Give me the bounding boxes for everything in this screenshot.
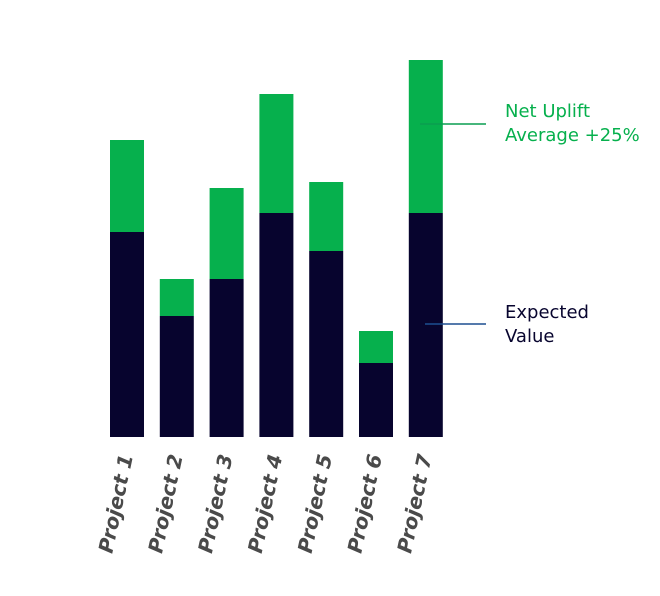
bar-project-4-expected-value bbox=[259, 213, 294, 437]
bar-group bbox=[110, 60, 443, 437]
tick-label-project-7: Project 7 bbox=[392, 452, 436, 555]
legend-net-uplift-line-1: Net Uplift bbox=[505, 101, 590, 122]
bar-project-2-net-uplift bbox=[159, 279, 194, 316]
bar-project-4-net-uplift bbox=[259, 94, 294, 213]
tick-label-project-1: Project 1 bbox=[94, 452, 138, 555]
x-axis-tick-labels: Project 1 Project 2 Project 3 Project 4 Proj… bbox=[94, 452, 437, 555]
bar-project-7-net-uplift bbox=[408, 60, 443, 213]
legend-expected-value-line-1: Expected bbox=[505, 302, 589, 323]
bar-project-2-expected-value bbox=[159, 316, 194, 437]
bar-project-7-expected-value bbox=[408, 213, 443, 437]
tick-label-project-3: Project 3 bbox=[193, 452, 237, 555]
bar-project-5-expected-value bbox=[309, 251, 344, 437]
tick-label-project-6: Project 6 bbox=[343, 452, 387, 555]
bar-project-3-net-uplift bbox=[209, 188, 244, 279]
legend: Net Uplift Average +25% Expected Value bbox=[420, 101, 640, 347]
bar-project-5-net-uplift bbox=[309, 182, 344, 251]
tick-label-project-2: Project 2 bbox=[143, 452, 187, 555]
bar-project-6-net-uplift bbox=[359, 331, 393, 363]
bar-project-6-expected-value bbox=[359, 363, 393, 437]
legend-expected-value-line-2: Value bbox=[505, 326, 554, 347]
legend-expected-value: Expected Value bbox=[505, 302, 595, 347]
legend-net-uplift-line-2: Average +25% bbox=[505, 125, 640, 146]
bar-project-1-net-uplift bbox=[110, 140, 144, 232]
legend-net-uplift: Net Uplift Average +25% bbox=[505, 101, 640, 146]
bar-project-3-expected-value bbox=[209, 279, 244, 437]
bar-project-1-expected-value bbox=[110, 232, 144, 437]
tick-label-project-4: Project 4 bbox=[243, 452, 287, 555]
tick-label-project-5: Project 5 bbox=[293, 452, 337, 555]
